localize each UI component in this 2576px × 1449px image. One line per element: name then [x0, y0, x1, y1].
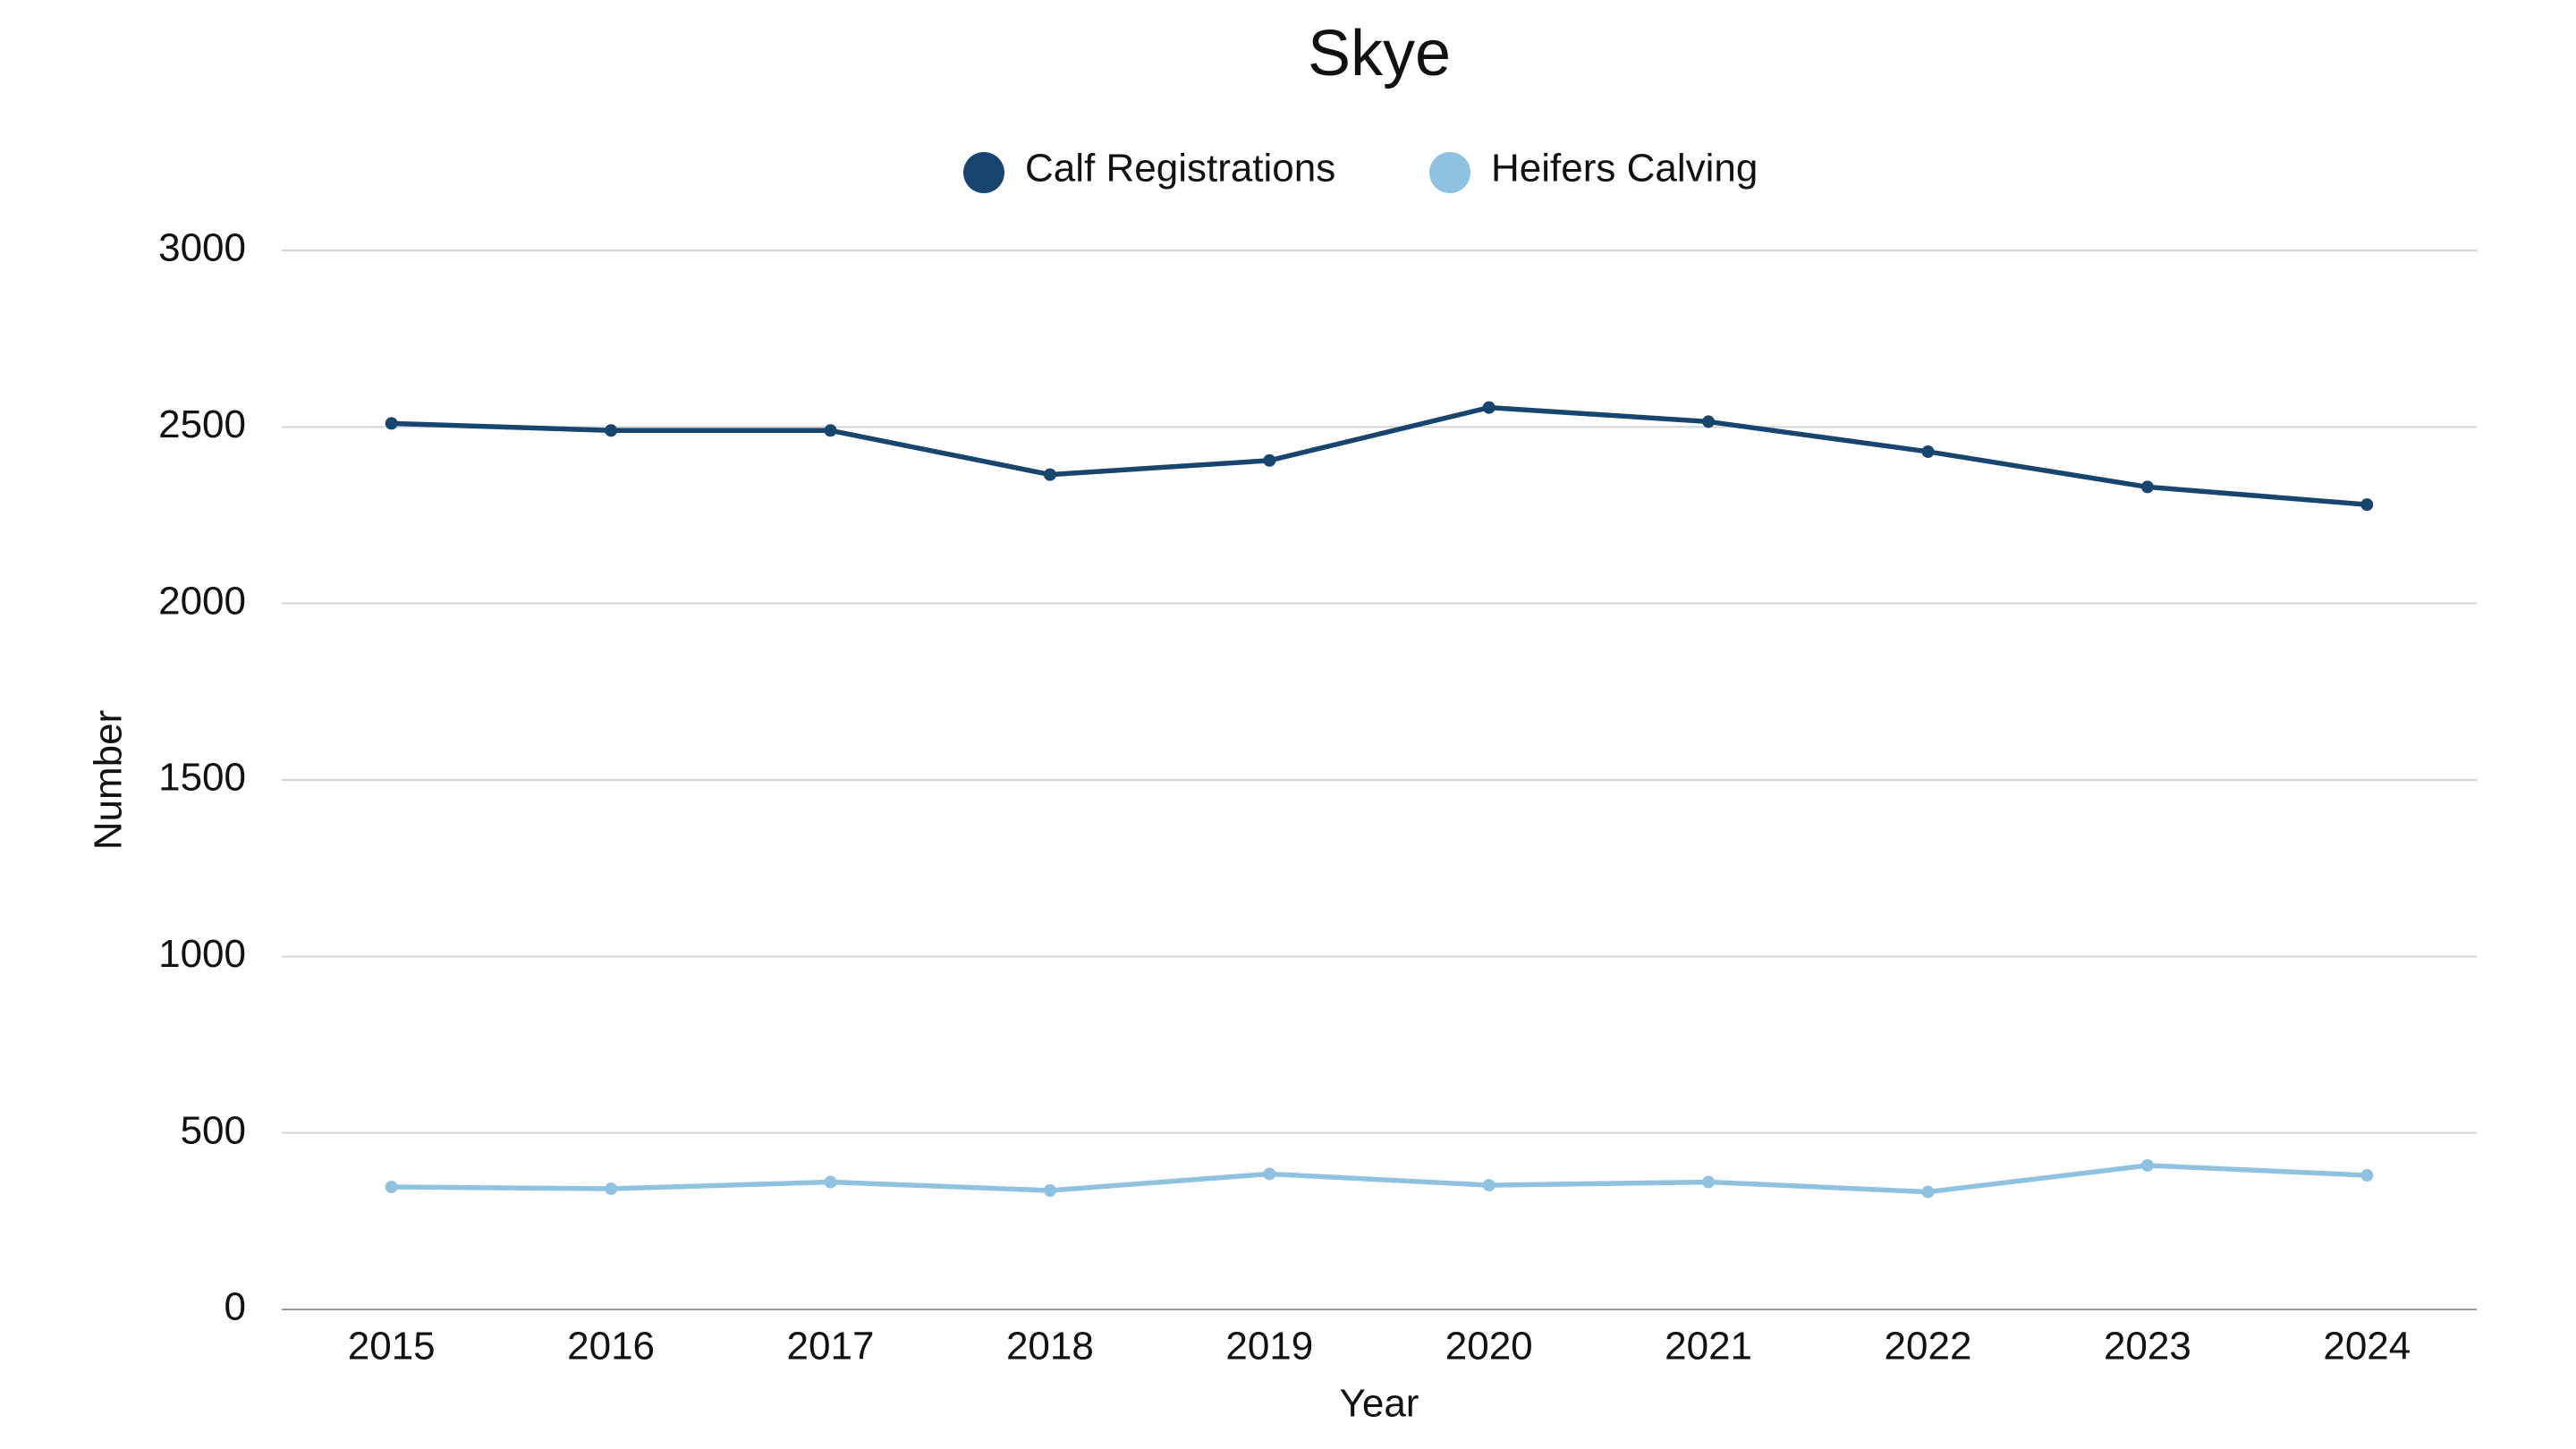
data-point: [1263, 1167, 1276, 1181]
x-tick-label: 2017: [787, 1325, 875, 1368]
data-point: [1921, 1185, 1935, 1199]
data-point: [2140, 1158, 2154, 1172]
data-point: [385, 1181, 398, 1194]
data-point: [824, 1175, 837, 1189]
data-point: [2140, 480, 2154, 494]
x-tick-label: 2018: [1006, 1325, 1094, 1368]
x-tick-label: 2015: [348, 1325, 436, 1368]
data-point: [1921, 445, 1935, 458]
chart-title: Skye: [1308, 18, 1451, 89]
data-point: [1043, 468, 1056, 481]
data-point: [1043, 1183, 1056, 1197]
x-tick-label: 2020: [1445, 1325, 1533, 1368]
data-point: [1263, 453, 1276, 467]
data-point: [1702, 415, 1716, 428]
y-tick-label: 500: [181, 1108, 246, 1152]
legend-label: Calf Registrations: [1025, 147, 1335, 191]
legend-marker: [963, 152, 1004, 193]
data-point: [1702, 1175, 1716, 1189]
y-axis-label: Number: [87, 710, 131, 851]
data-point: [2360, 1169, 2374, 1182]
series-line: [391, 404, 2368, 507]
y-tick-label: 1000: [158, 932, 246, 976]
data-point: [1482, 401, 1496, 414]
x-tick-label: 2021: [1665, 1325, 1752, 1368]
x-tick-label: 2023: [2104, 1325, 2191, 1368]
data-point: [1482, 1179, 1496, 1192]
x-tick-label: 2024: [2323, 1325, 2411, 1368]
data-point: [2360, 498, 2374, 512]
y-tick-label: 3000: [158, 226, 246, 270]
series-line: [391, 1163, 2368, 1195]
y-tick-label: 2000: [158, 579, 246, 623]
legend-marker: [1429, 152, 1470, 193]
x-tick-label: 2022: [1885, 1325, 1972, 1368]
data-point: [824, 424, 837, 437]
x-tick-label: 2016: [567, 1325, 655, 1368]
legend-label: Heifers Calving: [1491, 147, 1758, 191]
x-tick-label: 2019: [1225, 1325, 1313, 1368]
data-point: [385, 417, 398, 430]
data-point: [605, 1182, 618, 1196]
data-point: [605, 424, 618, 437]
y-tick-label: 2500: [158, 402, 246, 446]
y-tick-label: 0: [225, 1285, 246, 1329]
y-tick-label: 1500: [158, 756, 246, 800]
x-axis-label: Year: [1340, 1382, 1419, 1426]
